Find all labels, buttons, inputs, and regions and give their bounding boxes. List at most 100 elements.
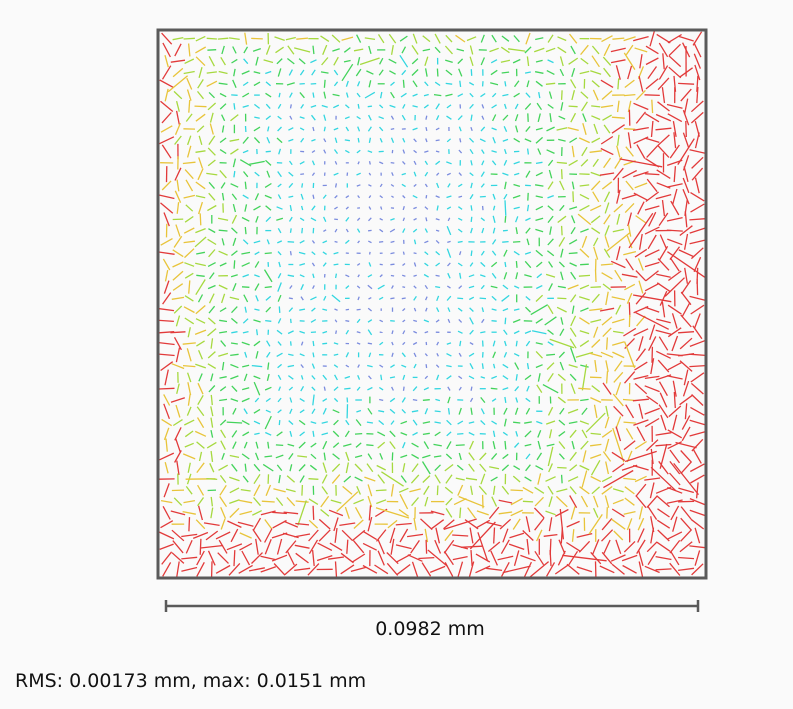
- distortion-vector: [208, 91, 215, 99]
- distortion-vector: [395, 544, 412, 550]
- distortion-vector: [678, 567, 695, 572]
- distortion-vector: [344, 375, 351, 379]
- distortion-vector: [195, 56, 206, 67]
- distortion-vector: [435, 262, 441, 267]
- distortion-vector: [158, 353, 175, 357]
- distortion-vector: [526, 385, 530, 392]
- distortion-vector: [162, 258, 171, 271]
- distortion-vector: [288, 160, 293, 166]
- distortion-vector: [333, 81, 339, 87]
- distortion-vector: [623, 93, 636, 97]
- distortion-vector: [374, 564, 389, 575]
- distortion-vector: [320, 71, 329, 74]
- distortion-vector: [470, 182, 473, 189]
- distortion-vector: [231, 58, 238, 64]
- distortion-vector: [159, 543, 174, 551]
- distortion-vector: [301, 183, 304, 188]
- distortion-vector: [534, 184, 544, 187]
- distortion-vector: [175, 100, 180, 112]
- distortion-vector: [242, 149, 249, 154]
- distortion-vector: [411, 561, 419, 578]
- distortion-vector: [221, 125, 225, 133]
- distortion-vector: [558, 453, 565, 460]
- distortion-vector: [435, 103, 440, 110]
- distortion-vector: [207, 550, 216, 566]
- distortion-vector: [264, 252, 272, 255]
- distortion-vector: [435, 239, 440, 244]
- distortion-vector: [323, 91, 327, 99]
- distortion-vector: [446, 195, 452, 199]
- distortion-vector: [175, 347, 181, 363]
- distortion-vector: [632, 126, 649, 132]
- distortion-vector: [638, 561, 644, 578]
- distortion-vector: [184, 262, 195, 267]
- distortion-vector: [580, 101, 588, 112]
- distortion-vector: [230, 528, 239, 543]
- distortion-vector: [470, 386, 473, 391]
- distortion-vector: [401, 441, 406, 449]
- scale-bar-label: 0.0982 mm: [375, 618, 485, 640]
- distortion-vector: [367, 329, 373, 336]
- distortion-vector: [690, 304, 705, 315]
- distortion-vector: [311, 375, 316, 380]
- distortion-vector: [635, 111, 647, 124]
- distortion-vector: [490, 387, 498, 390]
- distortion-vector: [299, 217, 305, 222]
- distortion-vector: [356, 342, 361, 345]
- distortion-vector: [233, 260, 236, 269]
- distortion-vector: [475, 519, 491, 529]
- distortion-vector: [569, 486, 577, 495]
- distortion-vector: [221, 361, 225, 371]
- distortion-vector: [357, 364, 360, 368]
- distortion-vector: [413, 307, 417, 312]
- distortion-vector: [624, 371, 636, 384]
- distortion-vector: [368, 161, 371, 165]
- distortion-vector: [267, 441, 270, 449]
- distortion-vector: [547, 329, 554, 336]
- distortion-vector: [323, 149, 327, 154]
- distortion-vector: [481, 227, 485, 234]
- distortion-vector: [343, 59, 351, 63]
- distortion-vector: [535, 205, 544, 211]
- distortion-vector: [627, 212, 633, 227]
- distortion-vector: [644, 261, 660, 268]
- distortion-vector: [570, 506, 576, 520]
- distortion-vector: [457, 262, 463, 267]
- distortion-vector: [634, 383, 648, 395]
- distortion-vector: [589, 150, 602, 153]
- distortion-vector: [636, 144, 646, 159]
- distortion-vector: [666, 216, 683, 222]
- distortion-vector: [579, 284, 590, 290]
- distortion-vector: [255, 538, 259, 555]
- distortion-vector: [681, 302, 691, 318]
- distortion-vector: [253, 71, 261, 75]
- distortion-vector: [669, 144, 680, 159]
- distortion-vector: [321, 104, 328, 108]
- distortion-vector: [445, 474, 453, 484]
- distortion-vector: [681, 280, 692, 295]
- distortion-vector: [547, 446, 554, 467]
- distortion-vector: [300, 385, 305, 392]
- distortion-vector: [625, 404, 635, 419]
- distortion-vector: [468, 431, 475, 436]
- distortion-vector: [277, 397, 282, 403]
- distortion-vector: [491, 239, 497, 245]
- distortion-vector: [513, 465, 521, 471]
- distortion-vector: [354, 454, 363, 459]
- distortion-vector: [644, 565, 660, 574]
- distortion-vector: [423, 104, 429, 109]
- distortion-vector: [535, 350, 543, 359]
- distortion-vector: [548, 91, 553, 99]
- distortion-vector: [231, 306, 238, 314]
- distortion-vector: [331, 34, 341, 43]
- distortion-vector: [623, 477, 636, 481]
- distortion-vector: [469, 342, 474, 346]
- distortion-vector: [198, 373, 203, 382]
- distortion-vector: [576, 532, 593, 538]
- distortion-vector: [424, 408, 429, 415]
- distortion-vector: [424, 206, 429, 210]
- distortion-vector: [445, 82, 453, 85]
- distortion-vector: [443, 539, 455, 554]
- distortion-vector: [491, 250, 497, 256]
- distortion-vector: [412, 431, 418, 436]
